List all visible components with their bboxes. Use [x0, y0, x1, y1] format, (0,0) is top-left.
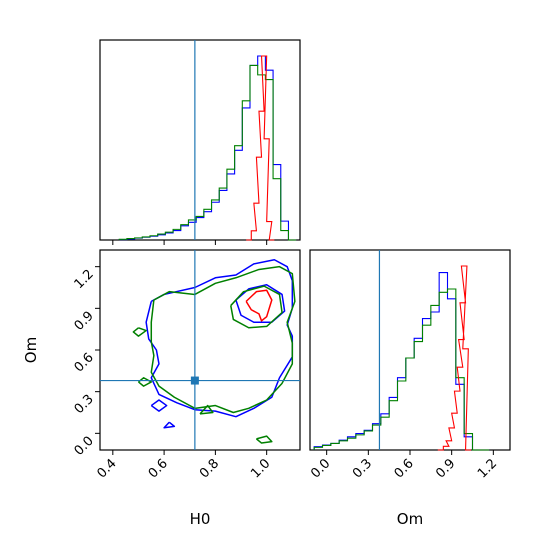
panel-bottom-right-frame: [309, 249, 511, 451]
h0-om-contour-panel: [100, 250, 300, 450]
om-y-tick-label: 0.6: [72, 350, 97, 375]
om-hist-series-2: [437, 265, 472, 451]
om-x-tick-label: 0.6: [392, 456, 417, 481]
om-y-tick-label: 0.0: [72, 434, 97, 459]
x-axis-label-om: Om: [397, 510, 423, 528]
panel-bottom-left-frame: [99, 249, 301, 451]
h0-marginal-histogram: [118, 40, 297, 241]
contour-series-1-level-5: [199, 404, 214, 415]
truth-marker: [190, 376, 199, 385]
om-marginal-histogram: [313, 250, 490, 451]
h0-x-tick-label: 1.0: [248, 456, 273, 481]
contour-series-1-level-0: [150, 265, 296, 414]
contour-series-1-level-1: [230, 285, 283, 329]
contour-series-1-level-3: [137, 377, 153, 387]
om-hist-series-0: [313, 272, 490, 451]
om-hist-series-1: [313, 288, 490, 451]
contour-series-1-level-2: [132, 327, 147, 337]
contour-series-2-level-0: [245, 289, 273, 322]
axis-ticks: 0.4 0.6 0.8 1.0 0.0 0.3 0.6 0.9 1.2 0.0 0.3 0.6 0.9 1…: [72, 240, 500, 481]
om-x-tick-label: 0.3: [350, 456, 375, 481]
h0-x-tick-label: 0.8: [197, 456, 222, 481]
h0-hist-series-1: [118, 64, 297, 241]
contour-series-0-level-0: [145, 258, 294, 418]
contour-series-0-level-1: [235, 283, 286, 323]
h0-hist-series-2: [246, 55, 275, 241]
om-y-tick-label: 1.2: [72, 267, 97, 292]
contour-series-0-level-3: [163, 421, 176, 429]
panel-top-left-frame: [99, 39, 301, 241]
h0-x-tick-label: 0.6: [146, 456, 171, 481]
contour-series-0-level-2: [150, 399, 168, 412]
om-x-tick-label: 1.2: [475, 456, 500, 481]
y-axis-label-om: Om: [22, 337, 40, 363]
om-y-tick-label: 0.3: [72, 392, 97, 417]
x-axis-label-h0: H0: [190, 510, 211, 528]
om-y-tick-label: 0.9: [72, 309, 97, 334]
h0-hist-series-0: [118, 55, 297, 241]
om-x-tick-label: 0.0: [308, 456, 333, 481]
contour-series-1-level-4: [255, 435, 273, 444]
om-x-tick-label: 0.9: [433, 456, 458, 481]
h0-x-tick-label: 0.4: [94, 456, 119, 481]
